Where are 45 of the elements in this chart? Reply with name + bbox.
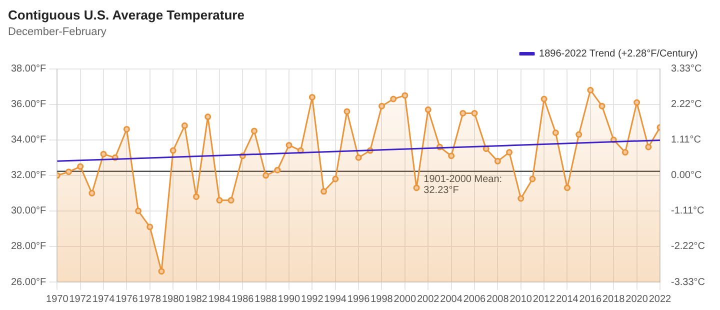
x-tick-label: 1994: [324, 294, 347, 305]
x-tick-label: 2022: [648, 294, 672, 305]
y2-tick-label: -2.22°C: [670, 241, 705, 252]
x-tick-label: 1996: [347, 294, 370, 305]
y-tick-label: 34.00°F: [10, 134, 46, 146]
x-tick-label: 2000: [394, 294, 416, 305]
x-tick-label: 1990: [278, 294, 301, 305]
chart-title: Contiguous U.S. Average Temperature: [8, 7, 244, 22]
x-tick-label: 2016: [579, 294, 602, 305]
y-tick-label: 26.00°F: [10, 276, 46, 288]
y2-tick-label: -3.33°C: [670, 276, 705, 288]
x-tick-label: 2010: [510, 294, 532, 305]
x-tick-label: 2002: [416, 294, 440, 305]
chart-subtitle: December-February: [8, 26, 107, 38]
y-tick-label: 32.00°F: [10, 170, 46, 182]
x-tick-label: 1980: [162, 294, 185, 305]
y2-tick-label: -1.11°C: [670, 206, 704, 217]
x-tick-label: 2012: [532, 294, 556, 305]
y-tick-label: 38.00°F: [10, 64, 46, 75]
x-tick-label: 2014: [556, 294, 579, 305]
y2-tick-label: 2.22°C: [670, 99, 702, 110]
y2-tick-label: 0.00°C: [670, 170, 702, 182]
y2-tick-label: 3.33°C: [670, 64, 702, 75]
x-tick-label: 2004: [440, 294, 463, 305]
x-tick-label: 1992: [301, 294, 324, 305]
y-tick-label: 36.00°F: [10, 99, 46, 110]
x-tick-label: 1982: [185, 294, 208, 305]
x-tick-label: 1988: [254, 294, 278, 305]
x-tick-label: 1986: [232, 294, 254, 305]
y-tick-label: 28.00°F: [10, 241, 46, 252]
x-tick-label: 1984: [208, 294, 231, 305]
x-tick-label: 2008: [486, 294, 510, 305]
x-tick-label: 1978: [138, 294, 162, 305]
x-tick-label: 1970: [46, 294, 69, 305]
legend-label: 1896-2022 Trend (+2.28°F/Century): [539, 48, 698, 60]
x-tick-label: 2018: [602, 294, 626, 305]
x-tick-label: 2020: [626, 294, 648, 305]
y-tick-label: 30.00°F: [10, 206, 46, 217]
x-tick-label: 1974: [92, 294, 116, 305]
x-tick-label: 1998: [370, 294, 394, 305]
x-tick-label: 1976: [116, 294, 138, 305]
y2-tick-label: 1.11°C: [670, 134, 701, 146]
x-tick-label: 1972: [69, 294, 92, 305]
x-tick-label: 2006: [463, 294, 486, 305]
ref-line-label: 1901-2000 Mean: 32.23°F: [424, 174, 502, 196]
